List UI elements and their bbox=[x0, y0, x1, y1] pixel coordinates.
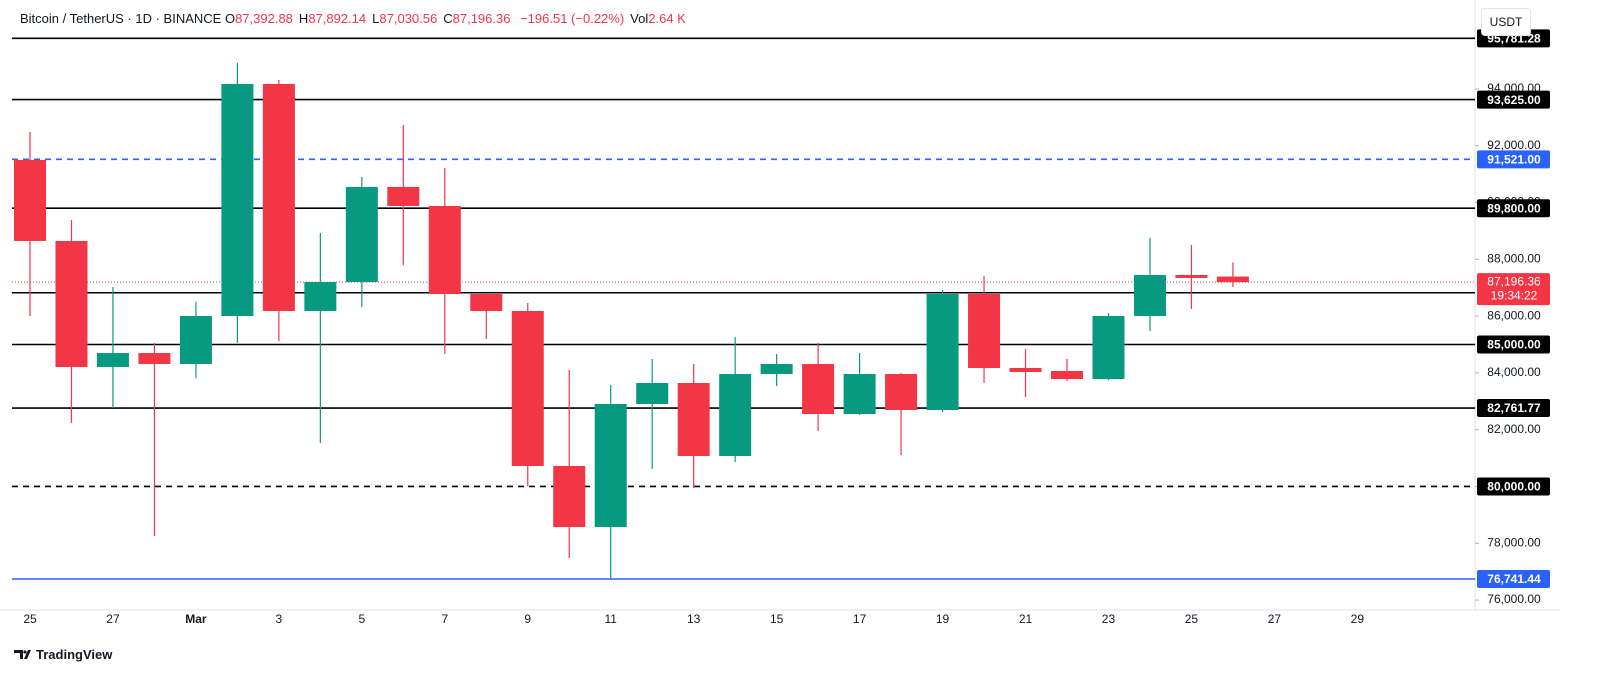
x-tick-label: 7 bbox=[441, 612, 448, 626]
brand: TradingView bbox=[36, 647, 113, 662]
x-tick-label: 11 bbox=[604, 612, 617, 626]
x-tick-label: 27 bbox=[106, 612, 120, 626]
candle-body bbox=[968, 293, 1001, 368]
level-label-box bbox=[1477, 150, 1550, 169]
candle-body bbox=[55, 240, 88, 367]
level-label-box bbox=[1477, 199, 1550, 218]
candle-body bbox=[594, 403, 627, 528]
level-label-box bbox=[1477, 399, 1550, 418]
candle-body bbox=[1133, 274, 1166, 316]
x-tick-label: 17 bbox=[853, 612, 867, 626]
candle-body bbox=[138, 353, 171, 364]
candle-body bbox=[262, 83, 295, 311]
ohlc-label: O bbox=[224, 11, 236, 26]
candle-body bbox=[553, 466, 586, 528]
level-label: 85,000.00 bbox=[1487, 338, 1541, 352]
symbol: Bitcoin / TetherUS · 1D · BINANCE bbox=[20, 11, 222, 26]
x-tick-label: 9 bbox=[524, 612, 531, 626]
candle-body bbox=[470, 293, 503, 311]
vol-label: Vol bbox=[630, 11, 649, 26]
ohlc-label: H bbox=[298, 11, 309, 26]
x-tick-label: A bbox=[1477, 612, 1486, 626]
ohlc-value: 87,196.36 bbox=[452, 11, 511, 26]
currency-button[interactable]: USDT bbox=[1481, 8, 1531, 36]
level-label: 80,000.00 bbox=[1487, 480, 1541, 494]
candle-body bbox=[1051, 370, 1083, 380]
level-label-box bbox=[1477, 477, 1550, 496]
candle-body bbox=[304, 282, 337, 311]
candle-body bbox=[345, 186, 378, 283]
x-tick-label: 23 bbox=[1102, 612, 1116, 626]
candle-body bbox=[1216, 276, 1249, 283]
level-label: 93,625.00 bbox=[1487, 93, 1541, 107]
candle-body bbox=[802, 363, 835, 415]
candle-body bbox=[677, 383, 710, 457]
last-price-label: 87,196.36 bbox=[1487, 274, 1541, 288]
y-tick-label: 88,000.00 bbox=[1487, 251, 1541, 265]
candle-body bbox=[511, 310, 544, 467]
y-tick-label: 92,000.00 bbox=[1487, 138, 1541, 152]
ohlc-value: 87,030.56 bbox=[379, 11, 438, 26]
candle-body bbox=[1009, 367, 1042, 372]
candle-body bbox=[636, 383, 669, 404]
level-label: 91,521.00 bbox=[1487, 153, 1541, 167]
candle-body bbox=[885, 374, 918, 411]
candle-body bbox=[221, 83, 254, 316]
plot-area bbox=[12, 37, 1475, 580]
vol: 2.64 K bbox=[648, 11, 686, 26]
y-tick-label: 84,000.00 bbox=[1487, 365, 1541, 379]
level-label: 76,741.44 bbox=[1487, 572, 1541, 586]
symbol-header: Bitcoin / TetherUS · 1D · BINANCE O87,39… bbox=[20, 11, 692, 26]
level-label-box bbox=[1477, 570, 1550, 589]
x-tick-label: 19 bbox=[936, 612, 950, 626]
x-tick-label: 13 bbox=[687, 612, 701, 626]
countdown: 19:34:22 bbox=[1491, 288, 1538, 302]
x-tick-label: 25 bbox=[23, 612, 37, 626]
candle-body bbox=[926, 293, 959, 411]
candle-body bbox=[1092, 315, 1125, 380]
ohlc-label: C bbox=[443, 11, 453, 26]
y-tick-label: 82,000.00 bbox=[1487, 422, 1541, 436]
level-label: 89,800.00 bbox=[1487, 201, 1541, 215]
candle-body bbox=[428, 205, 461, 294]
x-tick-label: 29 bbox=[1351, 612, 1365, 626]
ohlc-value: 87,892.14 bbox=[308, 11, 367, 26]
candle-body bbox=[179, 315, 212, 364]
x-tick-label: Mar bbox=[185, 612, 207, 626]
candle-body bbox=[96, 353, 129, 367]
ohlc-value: 87,392.88 bbox=[235, 11, 293, 26]
x-tick-label: 25 bbox=[1185, 612, 1199, 626]
level-label: 82,761.77 bbox=[1487, 401, 1541, 415]
level-label-box bbox=[1477, 90, 1550, 109]
y-tick-label: 78,000.00 bbox=[1487, 535, 1541, 549]
x-tick-label: 27 bbox=[1268, 612, 1282, 626]
y-tick-label: 76,000.00 bbox=[1487, 592, 1541, 606]
x-tick-label: 3 bbox=[276, 612, 283, 626]
x-tick-label: 21 bbox=[1019, 612, 1033, 626]
last-price-box bbox=[1477, 273, 1550, 306]
change: −196.51 (−0.22%) bbox=[520, 11, 625, 26]
candle-body bbox=[14, 159, 46, 241]
ohlc-label: L bbox=[372, 11, 380, 26]
ohlc: O87,392.88 H87,892.14 L87,030.56 C87,196.36 bbox=[225, 11, 517, 26]
y-tick-label: 86,000.00 bbox=[1487, 308, 1541, 322]
candle-body bbox=[1175, 274, 1208, 278]
x-tick-label: 5 bbox=[358, 612, 365, 626]
candle-body bbox=[387, 186, 420, 206]
x-tick-label: 15 bbox=[770, 612, 784, 626]
candle-body bbox=[843, 374, 876, 415]
level-label-box bbox=[1477, 335, 1550, 354]
candle-body bbox=[719, 374, 752, 457]
candle-body bbox=[760, 363, 793, 375]
logo-icon bbox=[14, 650, 31, 659]
